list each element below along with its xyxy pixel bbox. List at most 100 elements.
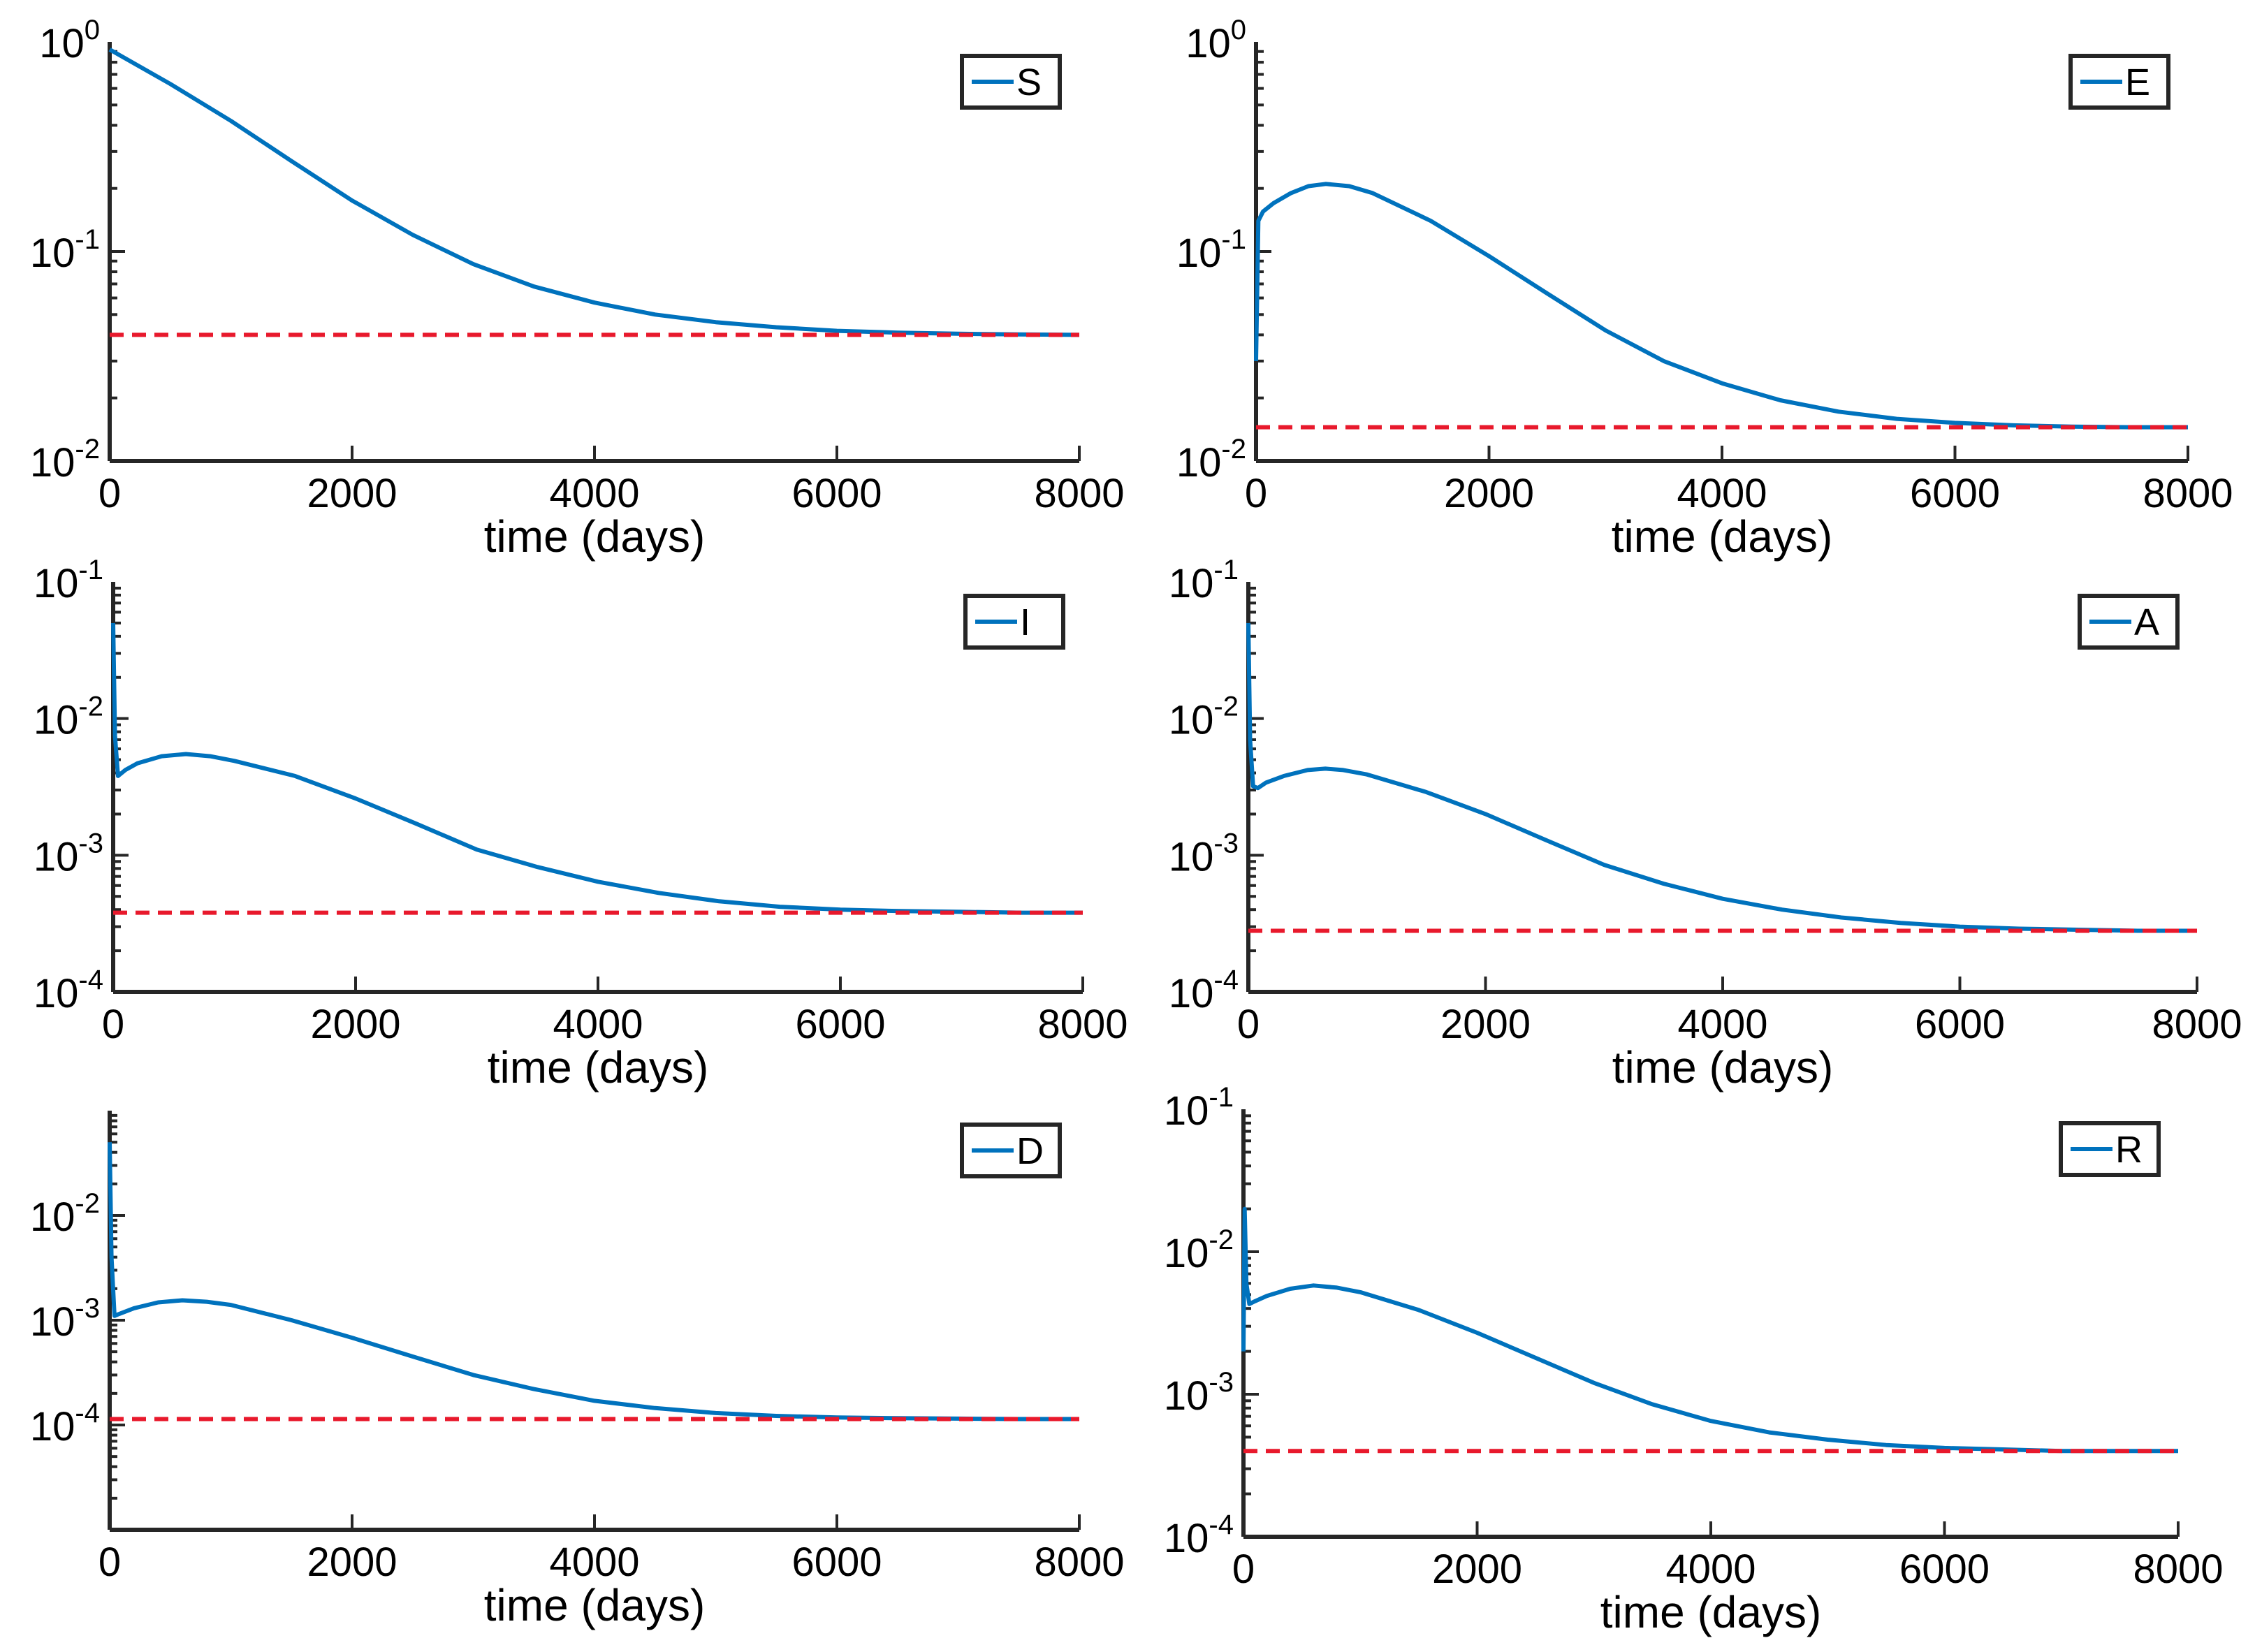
x-tick-label: 6000	[791, 1540, 882, 1585]
y-tick-exponent: -4	[1213, 965, 1239, 995]
y-tick-exponent: 0	[1231, 15, 1246, 45]
x-tick-label: 2000	[1444, 471, 1534, 516]
y-tick-label: 10-2	[30, 1188, 100, 1240]
y-tick-label: 10-3	[30, 1293, 100, 1345]
x-tick-label: 0	[102, 1002, 124, 1047]
y-tick-label: 10-2	[30, 434, 100, 485]
x-tick-label: 0	[1237, 1002, 1260, 1047]
x-axis-title: time (days)	[484, 511, 706, 562]
x-tick-label: 2000	[1440, 1002, 1531, 1047]
y-tick-base: 10	[1164, 1516, 1209, 1561]
x-tick-label: 0	[98, 1540, 121, 1585]
y-tick-exponent: -4	[78, 965, 103, 995]
y-tick-exponent: -1	[1213, 555, 1239, 585]
y-tick-label: 10-3	[34, 828, 103, 879]
y-tick-label: 10-1	[1176, 224, 1246, 276]
y-tick-base: 10	[1176, 231, 1222, 276]
x-tick-label: 6000	[795, 1002, 885, 1047]
y-tick-base: 10	[1164, 1088, 1209, 1134]
y-tick-base: 10	[30, 231, 75, 276]
y-tick-exponent: -2	[1209, 1225, 1234, 1255]
x-tick-label: 8000	[1034, 1540, 1124, 1585]
x-tick-label: 8000	[1037, 1002, 1128, 1047]
x-tick-label: 4000	[549, 1540, 639, 1585]
y-tick-label: 100	[39, 15, 100, 66]
y-tick-exponent: -2	[78, 692, 103, 722]
y-tick-exponent: -1	[1221, 224, 1246, 255]
legend-label: I	[1020, 601, 1030, 643]
x-tick-label: 6000	[1915, 1002, 2005, 1047]
y-tick-label: 10-4	[30, 1398, 100, 1449]
y-tick-label: 10-3	[1164, 1367, 1234, 1419]
y-tick-base: 10	[1169, 698, 1214, 743]
y-tick-base: 10	[1164, 1373, 1209, 1419]
legend-label: S	[1016, 61, 1042, 103]
y-tick-base: 10	[1169, 971, 1214, 1016]
y-tick-base: 10	[30, 1404, 75, 1449]
x-axis-title: time (days)	[1612, 1042, 1834, 1092]
x-tick-label: 8000	[2143, 471, 2233, 516]
series-line-a	[1246, 622, 2197, 933]
y-tick-base: 10	[1185, 21, 1231, 66]
y-tick-label: 10-1	[30, 224, 100, 276]
y-tick-exponent: -3	[78, 828, 103, 858]
y-tick-exponent: 0	[85, 15, 100, 45]
y-tick-label: 10-2	[1164, 1225, 1234, 1276]
y-tick-label: 10-4	[1164, 1510, 1234, 1561]
legend-label: R	[2115, 1129, 2143, 1171]
y-tick-base: 10	[34, 971, 79, 1016]
y-tick-base: 10	[34, 698, 79, 743]
x-tick-label: 4000	[1677, 471, 1767, 516]
y-tick-exponent: -2	[75, 434, 100, 465]
y-tick-label: 10-2	[1176, 434, 1246, 485]
x-axis-title: time (days)	[484, 1580, 706, 1630]
legend: E	[2068, 54, 2170, 110]
legend-label: E	[2125, 61, 2150, 103]
y-tick-exponent: -1	[75, 224, 100, 255]
x-tick-label: 6000	[1910, 471, 2000, 516]
x-tick-label: 4000	[553, 1002, 643, 1047]
legend-label: A	[2134, 601, 2159, 643]
y-tick-base: 10	[1176, 440, 1222, 485]
y-tick-label: 10-2	[1169, 692, 1239, 743]
legend: A	[2078, 594, 2180, 650]
y-tick-label: 100	[1185, 15, 1246, 66]
x-tick-label: 0	[1232, 1547, 1255, 1592]
series-line-d	[108, 1142, 1079, 1421]
y-tick-label: 10-1	[34, 555, 103, 606]
series-line-s	[108, 47, 1080, 337]
series-line-r	[1241, 1206, 2178, 1454]
y-tick-label: 10-4	[1169, 965, 1239, 1016]
x-tick-label: 8000	[2133, 1547, 2223, 1592]
x-tick-label: 4000	[1665, 1547, 1756, 1592]
y-tick-base: 10	[30, 1194, 75, 1240]
y-tick-exponent: -2	[1221, 434, 1246, 465]
y-tick-label: 10-1	[1169, 555, 1239, 606]
y-tick-exponent: -2	[1213, 692, 1239, 722]
series-line-i	[111, 622, 1083, 915]
y-tick-exponent: -1	[78, 555, 103, 585]
x-axis-title: time (days)	[1600, 1587, 1822, 1637]
legend: R	[2059, 1121, 2161, 1177]
y-tick-label: 10-3	[1169, 828, 1239, 879]
x-tick-label: 6000	[1899, 1547, 1990, 1592]
x-tick-label: 0	[1245, 471, 1267, 516]
y-tick-exponent: -3	[1209, 1367, 1234, 1398]
y-tick-exponent: -4	[75, 1398, 100, 1428]
y-tick-label: 10-1	[1164, 1082, 1234, 1134]
y-tick-exponent: -1	[1209, 1082, 1234, 1113]
legend: I	[963, 594, 1065, 650]
x-tick-label: 2000	[307, 471, 397, 516]
y-tick-label: 10-4	[34, 965, 103, 1016]
x-tick-label: 0	[98, 471, 121, 516]
y-tick-base: 10	[1164, 1231, 1209, 1276]
legend: S	[960, 54, 1062, 110]
y-tick-base: 10	[30, 1299, 75, 1345]
